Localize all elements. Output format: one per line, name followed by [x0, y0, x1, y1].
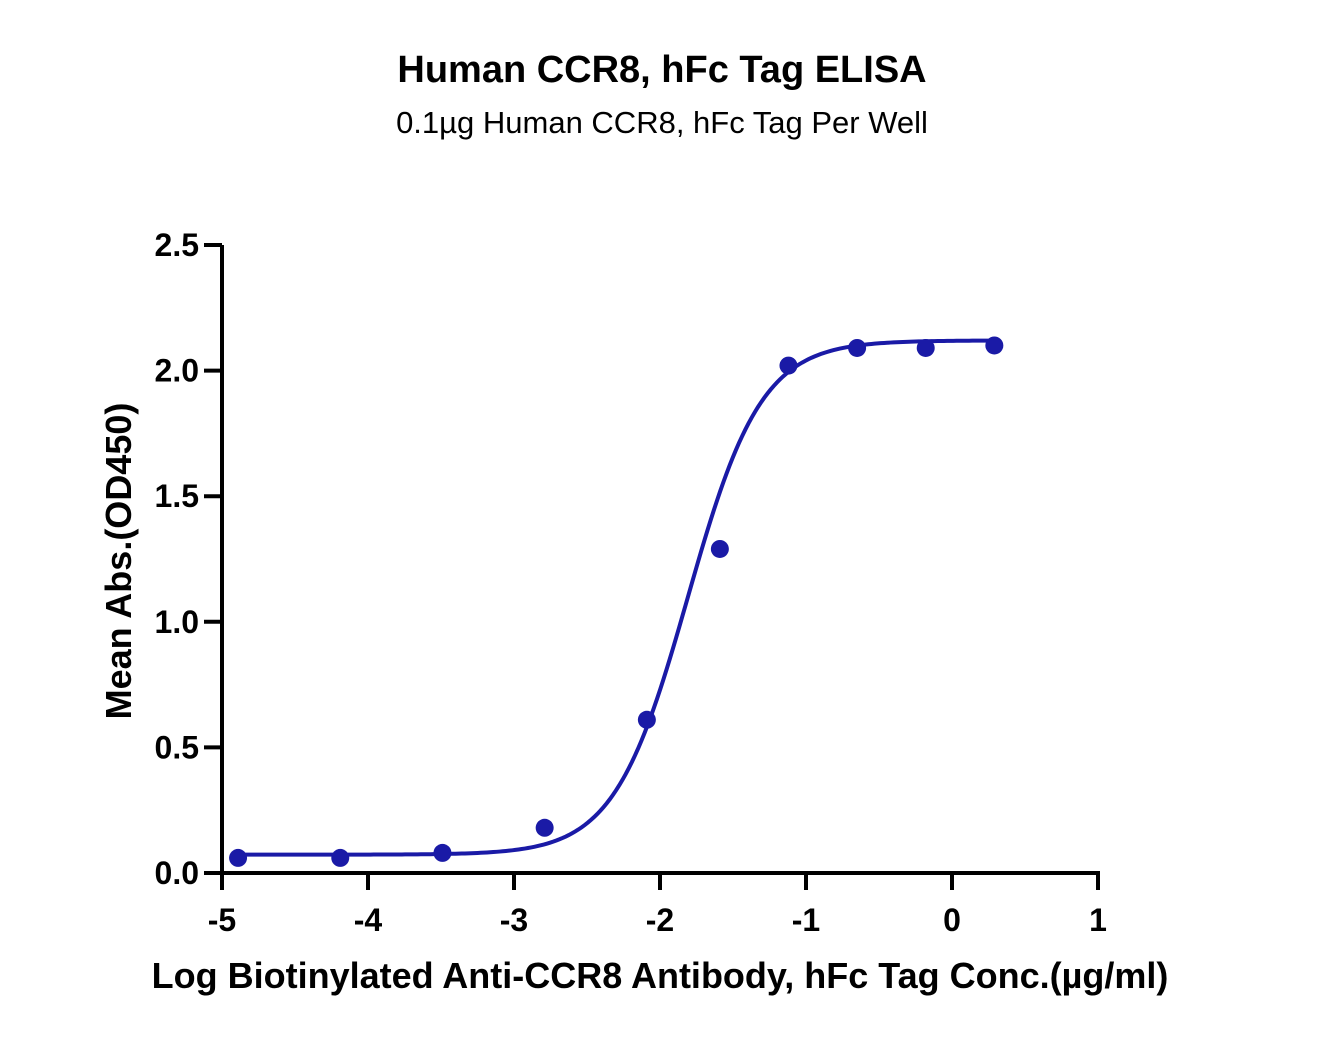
x-axis-title: Log Biotinylated Anti-CCR8 Antibody, hFc… — [152, 955, 1169, 996]
data-point — [848, 338, 867, 357]
data-point — [710, 539, 729, 558]
x-axis: -5 -4 -3 -2 -1 0 1 — [208, 871, 1107, 938]
x-tick-label: -3 — [500, 902, 528, 938]
fit-curve — [238, 338, 995, 857]
y-tick-label: 2.0 — [155, 353, 199, 389]
data-point — [433, 843, 452, 862]
data-point — [985, 336, 1004, 355]
x-tick-label: 0 — [943, 902, 961, 938]
data-point — [916, 338, 935, 357]
data-point — [229, 848, 248, 867]
x-tick-label: -4 — [354, 902, 383, 938]
data-point — [779, 356, 798, 375]
y-tick-label: 1.5 — [155, 478, 199, 514]
x-tick-label: -2 — [646, 902, 674, 938]
x-tick-label: -1 — [792, 902, 820, 938]
data-point — [331, 848, 350, 867]
data-point — [535, 818, 554, 837]
y-tick-label: 0.0 — [155, 855, 199, 891]
y-tick-label: 1.0 — [155, 604, 199, 640]
y-tick-label: 0.5 — [155, 729, 199, 765]
x-tick-label: 1 — [1089, 902, 1107, 938]
x-tick-label: -5 — [208, 902, 236, 938]
chart-subtitle: 0.1µg Human CCR8, hFc Tag Per Well — [396, 105, 928, 140]
data-point — [637, 710, 656, 729]
y-axis: 0.0 0.5 1.0 1.5 2.0 2.5 — [155, 227, 224, 891]
y-axis-title: Mean Abs.(OD450) — [98, 403, 139, 720]
chart-title: Human CCR8, hFc Tag ELISA — [397, 49, 926, 91]
y-tick-label: 2.5 — [155, 227, 199, 263]
data-points — [229, 336, 1004, 867]
